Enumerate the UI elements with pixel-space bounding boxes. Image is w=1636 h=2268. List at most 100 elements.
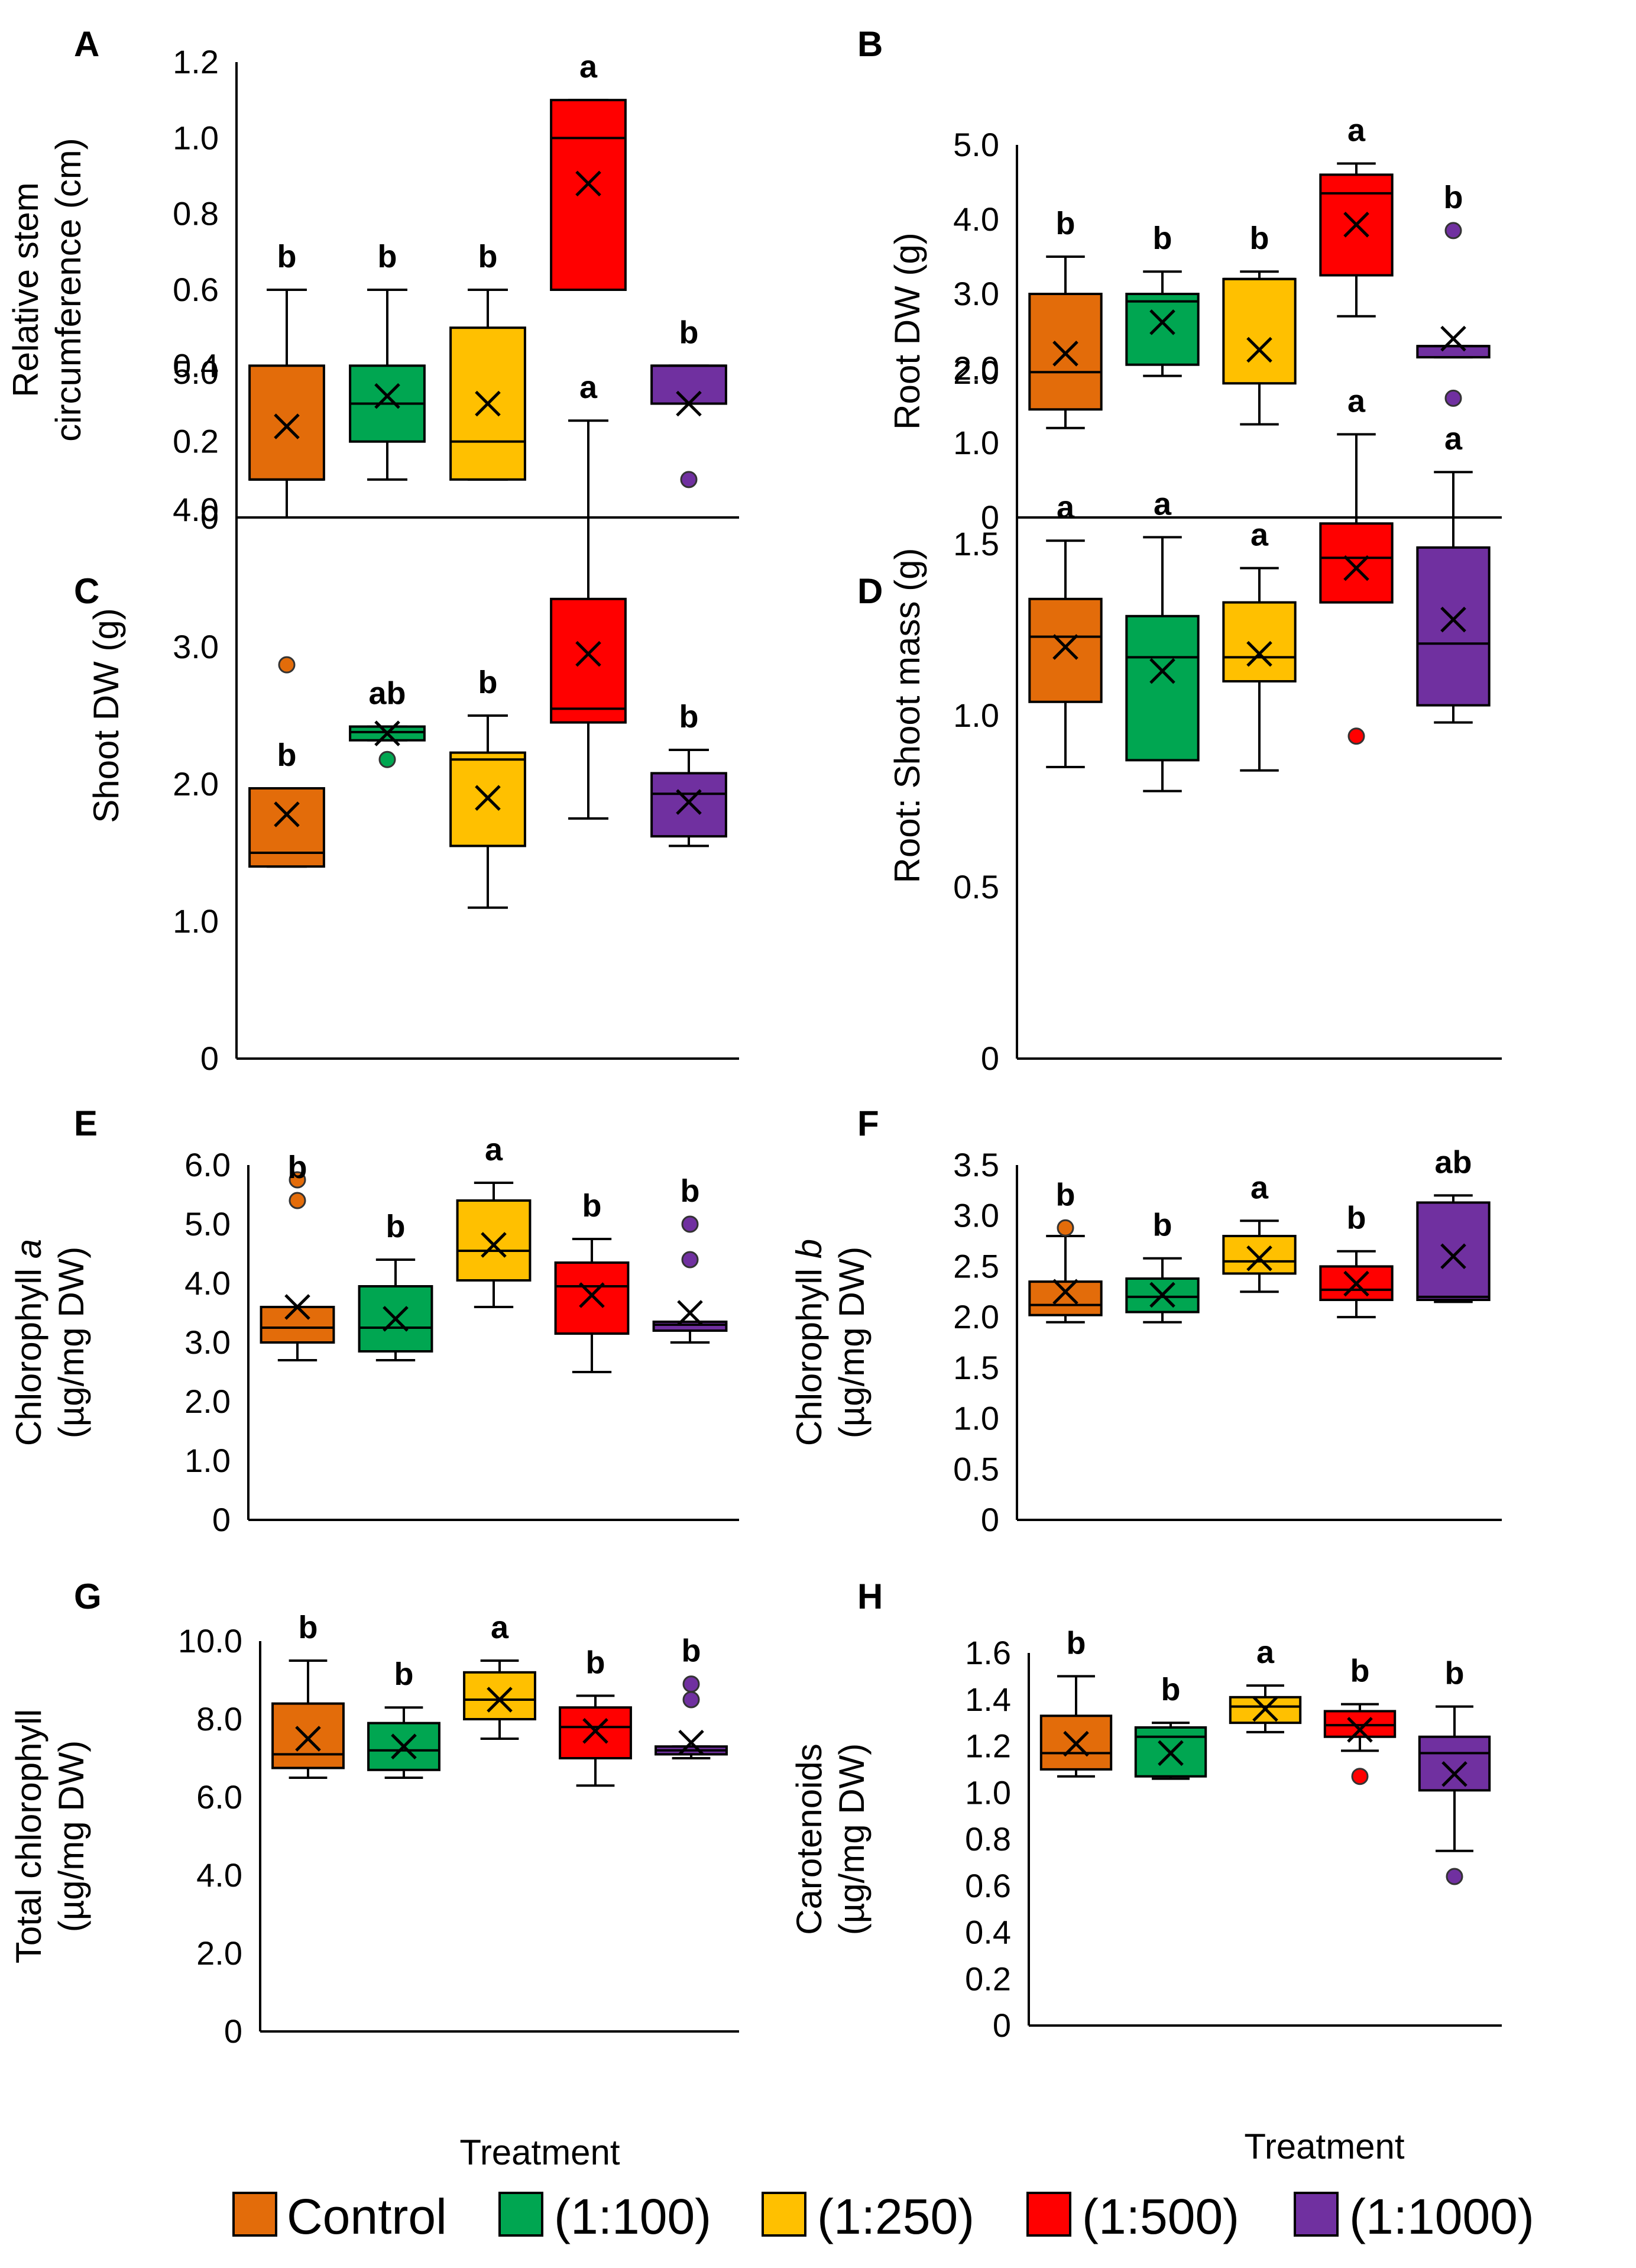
box-body-d-2 (1222, 601, 1297, 682)
legend-swatch-1-250 (762, 2192, 806, 2237)
tick-label-a-2: 0.4 (173, 347, 219, 384)
tick-label-b-3: 3.0 (953, 275, 999, 312)
y-axis-label-b-0: Root DW (g) (887, 232, 927, 429)
tick-label-g-1: 2.0 (196, 1934, 242, 1972)
mean-marker-g-1 (391, 1733, 417, 1759)
box-body-e-2 (456, 1199, 532, 1282)
mean-marker-e-2 (481, 1232, 507, 1258)
tick-label-f-7: 3.5 (953, 1146, 999, 1183)
box-b-1: b (1125, 221, 1200, 377)
legend-label-1-250: (1:250) (817, 2189, 974, 2244)
legend-label-1-1000: (1:1000) (1349, 2189, 1534, 2244)
box-c-1: ab (349, 676, 426, 768)
tick-label-f-1: 0.5 (953, 1450, 999, 1487)
box-body-d-3 (1319, 522, 1394, 604)
box-body-h-4 (1418, 1735, 1491, 1792)
outlier-c-0-0 (278, 656, 296, 674)
tick-label-h-2: 0.4 (965, 1914, 1011, 1951)
y-axis-label-e-1: (µg/mg DW) (51, 1247, 91, 1439)
box-h-3: b (1323, 1654, 1397, 1785)
mean-marker-h-1 (1158, 1740, 1184, 1766)
sig-letter-a-3: a (579, 49, 598, 85)
box-body-d-0 (1028, 597, 1103, 703)
box-body-g-0 (271, 1702, 345, 1769)
sig-letter-g-0: b (299, 1610, 318, 1645)
box-e-1: b (358, 1209, 433, 1361)
outlier-e-0-1 (289, 1192, 306, 1209)
outlier-e-0-0 (289, 1171, 306, 1189)
box-a-4: b (650, 315, 727, 488)
panel-label-c: C (74, 571, 99, 611)
box-a-1: b (349, 239, 426, 481)
outlier-g-4-0 (682, 1675, 700, 1693)
tick-label-f-2: 1.0 (953, 1400, 999, 1437)
sig-letter-d-0: a (1057, 490, 1075, 525)
legend: Control (1:100) (1:250) (1:500) (1:1000) (232, 2189, 1534, 2244)
sig-letter-f-2: a (1251, 1170, 1269, 1205)
box-body-d-1 (1125, 614, 1200, 762)
legend-swatch-1-100 (498, 2192, 543, 2237)
sig-letter-d-3: a (1347, 383, 1366, 419)
sig-letter-f-1: b (1153, 1208, 1172, 1243)
mean-marker-c-3 (575, 640, 601, 667)
mean-marker-e-3 (579, 1282, 605, 1308)
outlier-h-3-0 (1351, 1768, 1369, 1785)
tick-label-b-1: 1.0 (953, 424, 999, 461)
sig-letter-g-4: b (682, 1633, 701, 1669)
box-g-0: b (271, 1610, 345, 1779)
outlier-b-4-1 (1444, 389, 1462, 407)
mean-marker-b-3 (1343, 212, 1369, 238)
box-d-3: a (1319, 383, 1394, 745)
mean-marker-h-0 (1063, 1730, 1089, 1757)
tick-label-h-1: 0.2 (965, 1960, 1011, 1997)
mean-marker-d-2 (1246, 640, 1272, 667)
y-axis-label-h-1: (µg/mg DW) (832, 1743, 872, 1936)
box-f-1: b (1125, 1208, 1200, 1324)
panel-label-b: B (857, 24, 883, 64)
box-h-2: a (1229, 1635, 1302, 1733)
y-axis-label-f-0: Chlorophyll b (789, 1239, 829, 1446)
sig-letter-c-3: a (579, 370, 598, 405)
sig-letter-c-4: b (679, 699, 699, 735)
outlier-b-4-0 (1444, 222, 1462, 240)
panel-label-h: H (857, 1577, 883, 1616)
sig-letter-a-0: b (277, 239, 297, 274)
sig-letter-f-3: b (1347, 1201, 1366, 1236)
box-a-0: b (248, 239, 325, 519)
mean-marker-a-2 (475, 390, 501, 417)
outlier-e-4-1 (681, 1251, 699, 1269)
box-h-0: b (1039, 1625, 1113, 1778)
mean-marker-c-0 (274, 801, 300, 827)
box-body-g-2 (463, 1671, 536, 1721)
panels: A 0 0.2 0.4 0.6 0.8 1.0 1.2 Relative stem circumf… (6, 24, 1502, 2050)
box-body-a-3 (550, 99, 627, 292)
sig-letter-b-4: b (1444, 180, 1463, 215)
sig-letter-e-0: b (288, 1150, 307, 1185)
y-axis-label-g-1: (µg/mg DW) (51, 1740, 91, 1933)
mean-marker-d-3 (1343, 555, 1369, 581)
panel-b: B 0 1.0 2.0 3.0 4.0 5.0 Root DW (g) b b b a b (857, 24, 1502, 536)
tick-label-h-0: 0 (993, 2007, 1011, 2044)
sig-letter-d-1: a (1154, 486, 1172, 522)
y-axis-label-a-1: circumference (cm) (48, 138, 88, 441)
outlier-c-1-0 (378, 750, 396, 768)
y-axis-label-d-0: Root: Shoot mass (g) (887, 548, 927, 884)
panel-a: A 0 0.2 0.4 0.6 0.8 1.0 1.2 Relative stem circumf… (6, 24, 739, 536)
tick-label-h-5: 1.0 (965, 1774, 1011, 1811)
y-axis-label-h-0: Carotenoids (789, 1743, 829, 1935)
mean-marker-c-4 (676, 789, 702, 815)
mean-marker-c-1 (374, 720, 400, 746)
tick-label-h-4: 0.8 (965, 1820, 1011, 1858)
panel-e: E 0 1.0 2.0 3.0 4.0 5.0 6.0 Chlorophyll a (µg/mg … (9, 1104, 739, 1538)
box-c-4: b (650, 699, 727, 847)
x-axis-label-right: Treatment (1244, 2127, 1405, 2166)
outlier-h-4-0 (1446, 1868, 1463, 1885)
tick-label-d-2: 1.0 (953, 697, 999, 734)
box-body-d-4 (1416, 546, 1491, 707)
box-body-c-3 (550, 597, 627, 724)
tick-label-d-3: 1.5 (953, 525, 999, 562)
sig-letter-b-2: b (1250, 221, 1269, 256)
legend-swatch-1-1000 (1294, 2192, 1339, 2237)
box-a-3: a (550, 49, 627, 292)
